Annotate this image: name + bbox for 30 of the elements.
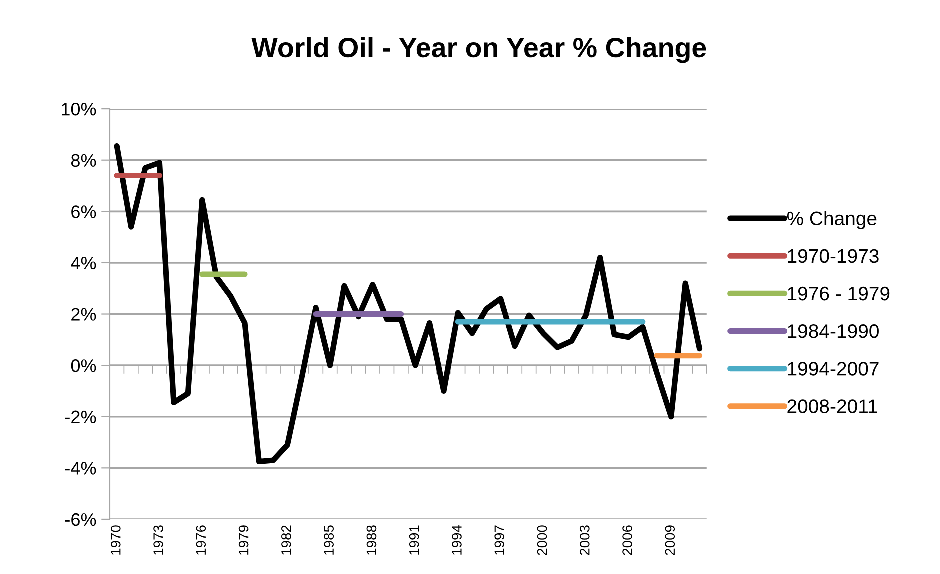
x-tick-label: 2003: [580, 526, 590, 556]
chart-title: World Oil - Year on Year % Change: [252, 37, 706, 64]
legend-label: 1976 - 1979: [788, 286, 890, 301]
y-tick-label: 0%: [71, 360, 96, 372]
y-tick-label: -6%: [65, 513, 96, 526]
x-tick-label: 1979: [238, 526, 249, 555]
x-tick-label: 1985: [324, 526, 334, 555]
y-tick-label: 6%: [72, 206, 96, 218]
legend-label: 2008-2011: [788, 400, 878, 414]
x-tick-label: 2009: [665, 526, 676, 556]
y-tick-label: 8%: [71, 154, 96, 168]
y-tick-label: -2%: [65, 410, 96, 424]
x-tick-label: 1970: [110, 526, 121, 555]
x-tick-label: 1988: [366, 526, 377, 555]
y-tick-label: 10%: [62, 102, 96, 116]
x-tick-label: 2000: [537, 526, 548, 556]
y-tick-label: 2%: [72, 308, 96, 321]
y-tick-label: 4%: [71, 256, 96, 270]
y-tick-label: -4%: [65, 462, 96, 475]
x-tick-label: 2006: [622, 526, 632, 556]
legend-label: 1984-1990: [788, 324, 879, 338]
legend-label: 1970-1973: [788, 249, 879, 264]
x-tick-label: 1997: [494, 526, 505, 555]
legend-label: % Change: [787, 211, 877, 230]
legend-label: 1994-2007: [788, 362, 879, 376]
x-tick-label: 1994: [452, 525, 462, 555]
x-tick-label: 1982: [282, 526, 292, 555]
x-tick-label: 1973: [154, 526, 164, 555]
x-tick-label: 1976: [196, 526, 206, 555]
x-tick-label: 1991: [409, 526, 420, 555]
